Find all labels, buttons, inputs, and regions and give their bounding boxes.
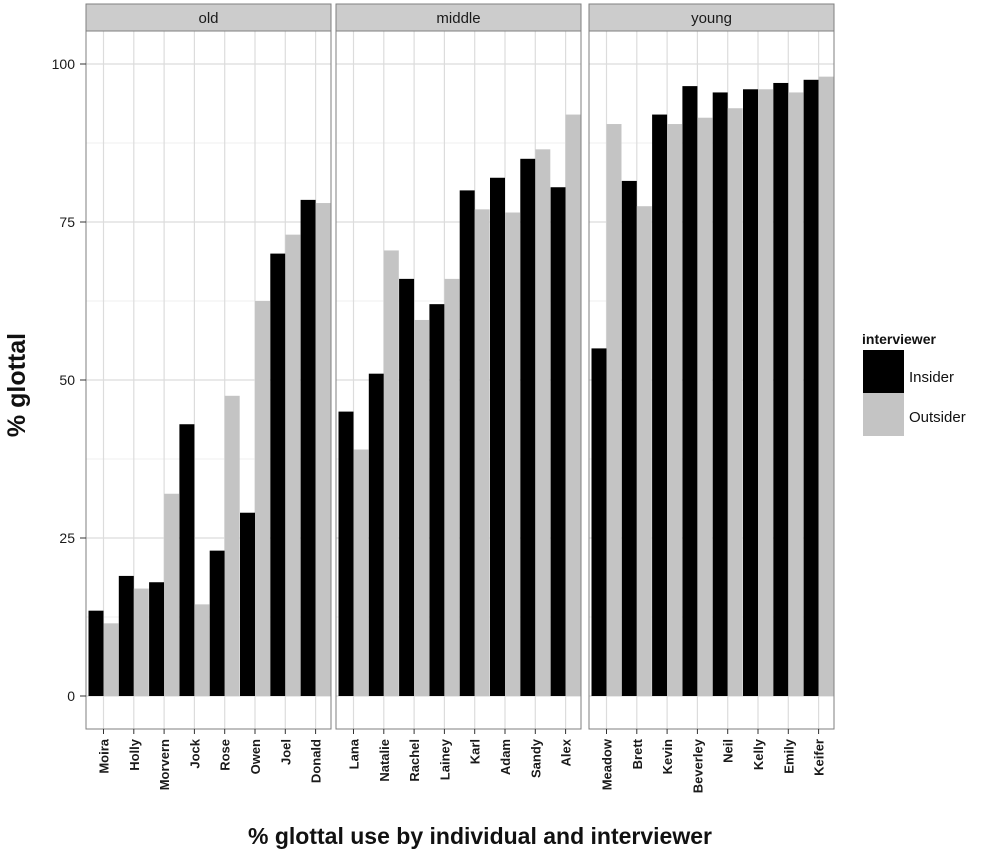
- bar-outsider-alex: [565, 114, 581, 696]
- y-tick-label: 75: [59, 214, 75, 230]
- x-tick-label: Alex: [559, 738, 574, 766]
- x-tick-label: Lana: [347, 738, 362, 769]
- bar-insider-keifer: [803, 79, 819, 697]
- bar-outsider-moira: [103, 623, 119, 696]
- bar-outsider-kelly: [758, 89, 773, 696]
- bar-outsider-joel: [285, 234, 301, 696]
- bar-insider-emily: [773, 82, 789, 696]
- panel-border: [335, 30, 582, 730]
- bar-outsider-kevin: [667, 124, 683, 697]
- facet-strip-label: young: [691, 10, 732, 27]
- panel-young: young Meadow Brett Kevin Beverley Neil Kelly Em…: [588, 3, 835, 793]
- bar-outsider-rose: [224, 395, 240, 696]
- bar-insider-joel: [270, 253, 286, 696]
- panel-old: old Moira Holly Morvern Jock Rose Owen Joel Dona…: [85, 3, 332, 790]
- bar-outsider-natalie: [383, 250, 399, 696]
- x-tick-label: Moira: [97, 738, 112, 773]
- bar-insider-moira: [88, 610, 104, 696]
- x-tick-label: Natalie: [377, 739, 392, 782]
- legend-label-outsider: Outsider: [909, 409, 966, 426]
- bar-insider-holly: [118, 575, 134, 696]
- x-tick-label: Emily: [781, 738, 796, 773]
- facet-strip-label: middle: [436, 10, 480, 27]
- bar-insider-natalie: [368, 373, 384, 696]
- bar-outsider-meadow: [606, 124, 622, 697]
- x-tick-label: Joel: [278, 739, 293, 765]
- bar-outsider-adam: [505, 212, 520, 696]
- bar-insider-lana: [338, 411, 354, 696]
- bar-outsider-lana: [353, 449, 369, 696]
- x-tick-label: Rachel: [407, 739, 422, 782]
- bar-insider-alex: [550, 187, 566, 697]
- y-axis: 0 25 50 75 100: [52, 56, 86, 704]
- bar-insider-rose: [209, 550, 225, 696]
- legend-key-insider: [863, 350, 904, 393]
- x-axis-title: % glottal use by individual and intervie…: [248, 823, 712, 849]
- x-tick-label: Jock: [187, 738, 202, 768]
- y-tick-label: 0: [67, 688, 75, 704]
- x-tick-label: Holly: [127, 738, 142, 771]
- bar-insider-donald: [300, 199, 316, 696]
- x-tick-label: Neil: [721, 739, 736, 763]
- x-tick-label: Keifer: [812, 739, 827, 776]
- y-tick-label: 100: [52, 56, 76, 72]
- x-tick-label: Owen: [248, 739, 263, 774]
- bar-insider-sandy: [520, 158, 536, 697]
- bar-insider-morvern: [149, 582, 165, 696]
- x-tick-label: Adam: [498, 739, 513, 775]
- bar-insider-rachel: [399, 278, 415, 696]
- bar-outsider-beverley: [697, 117, 713, 697]
- y-tick-label: 25: [59, 530, 75, 546]
- bar-outsider-morvern: [164, 493, 180, 696]
- x-tick-label: Kevin: [660, 739, 675, 774]
- legend-title: interviewer: [862, 331, 936, 347]
- facet-strip-label: old: [198, 10, 218, 27]
- bar-insider-beverley: [682, 86, 698, 697]
- bar-insider-brett: [621, 180, 637, 697]
- bar-insider-neil: [712, 92, 728, 696]
- legend: interviewer Insider Outsider: [862, 331, 966, 436]
- bar-insider-meadow: [591, 348, 607, 696]
- bar-outsider-owen: [255, 301, 270, 696]
- bar-insider-kelly: [743, 89, 758, 696]
- bar-insider-lainey: [429, 304, 445, 696]
- y-axis-title: % glottal: [3, 333, 31, 437]
- bar-outsider-emily: [788, 92, 804, 696]
- x-tick-label: Beverley: [690, 738, 705, 793]
- bar-outsider-keifer: [818, 76, 834, 696]
- facet-strip: [85, 3, 332, 32]
- x-tick-label: Sandy: [528, 738, 543, 778]
- x-tick-label: Rose: [218, 739, 233, 771]
- x-tick-label: Brett: [630, 738, 645, 769]
- bar-outsider-holly: [133, 588, 149, 696]
- legend-label-insider: Insider: [909, 369, 954, 386]
- panel-middle: middle Lana Natalie Rachel Lainey Karl Adam San…: [335, 3, 582, 782]
- facet-panels: old Moira Holly Morvern Jock Rose Owen Joel Dona…: [85, 3, 835, 793]
- x-tick-label: Kelly: [751, 738, 766, 770]
- x-tick-label: Lainey: [437, 738, 452, 780]
- legend-key-outsider: [863, 393, 904, 436]
- bar-outsider-jock: [194, 604, 210, 696]
- bar-insider-owen: [240, 512, 255, 696]
- bar-outsider-sandy: [535, 149, 551, 696]
- bar-outsider-lainey: [444, 278, 460, 696]
- panel-border: [588, 30, 835, 730]
- bar-outsider-karl: [474, 209, 490, 697]
- bar-outsider-donald: [315, 203, 331, 697]
- bar-outsider-brett: [636, 206, 652, 696]
- bar-insider-karl: [459, 190, 475, 696]
- x-tick-label: Meadow: [600, 738, 615, 790]
- bar-insider-adam: [490, 177, 505, 696]
- x-tick-label: Donald: [309, 739, 324, 783]
- x-tick-label: Morvern: [157, 739, 172, 790]
- bar-outsider-rachel: [414, 319, 430, 696]
- bar-insider-kevin: [652, 114, 668, 696]
- y-tick-label: 50: [59, 372, 75, 388]
- bar-outsider-neil: [727, 108, 743, 697]
- x-tick-label: Karl: [468, 739, 483, 764]
- bar-insider-jock: [179, 424, 195, 696]
